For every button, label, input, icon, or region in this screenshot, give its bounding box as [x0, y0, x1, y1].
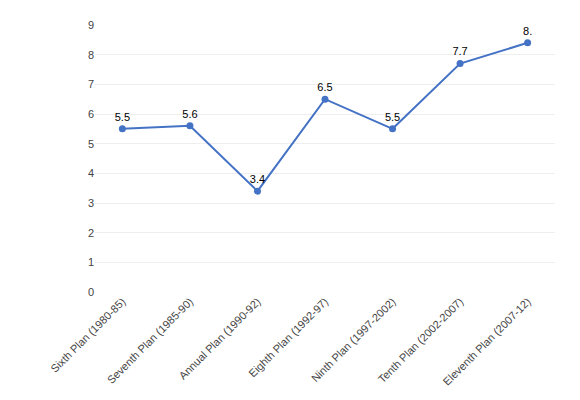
svg-text:Seventh Plan (1985-90): Seventh Plan (1985-90) [105, 295, 196, 386]
svg-text:9: 9 [88, 19, 94, 31]
svg-text:5.6: 5.6 [182, 108, 197, 120]
svg-text:1: 1 [88, 256, 94, 268]
svg-text:3.4: 3.4 [250, 173, 265, 185]
svg-text:3: 3 [88, 197, 94, 209]
svg-text:Ninth Plan (1997-2002): Ninth Plan (1997-2002) [309, 295, 398, 384]
svg-text:Sixth Plan (1980-85): Sixth Plan (1980-85) [48, 295, 127, 374]
svg-text:Eighth Plan (1992-97): Eighth Plan (1992-97) [246, 295, 330, 379]
svg-text:6: 6 [88, 108, 94, 120]
svg-text:7.7: 7.7 [452, 45, 467, 57]
svg-text:2: 2 [88, 227, 94, 239]
svg-text:8: 8 [88, 49, 94, 61]
svg-text:4: 4 [88, 167, 94, 179]
svg-text:Eleventh Plan (2007-12): Eleventh Plan (2007-12) [441, 295, 533, 387]
svg-text:0: 0 [88, 286, 94, 298]
svg-text:6.5: 6.5 [317, 81, 332, 93]
svg-text:5.5: 5.5 [115, 111, 130, 123]
svg-text:5: 5 [88, 138, 94, 150]
svg-text:Tenth Plan (2002-2007): Tenth Plan (2002-2007) [376, 295, 466, 385]
svg-text:Annual Plan (1990-92): Annual Plan (1990-92) [176, 295, 262, 381]
svg-text:5.5: 5.5 [385, 111, 400, 123]
svg-text:8.: 8. [523, 25, 532, 37]
svg-text:7: 7 [88, 78, 94, 90]
